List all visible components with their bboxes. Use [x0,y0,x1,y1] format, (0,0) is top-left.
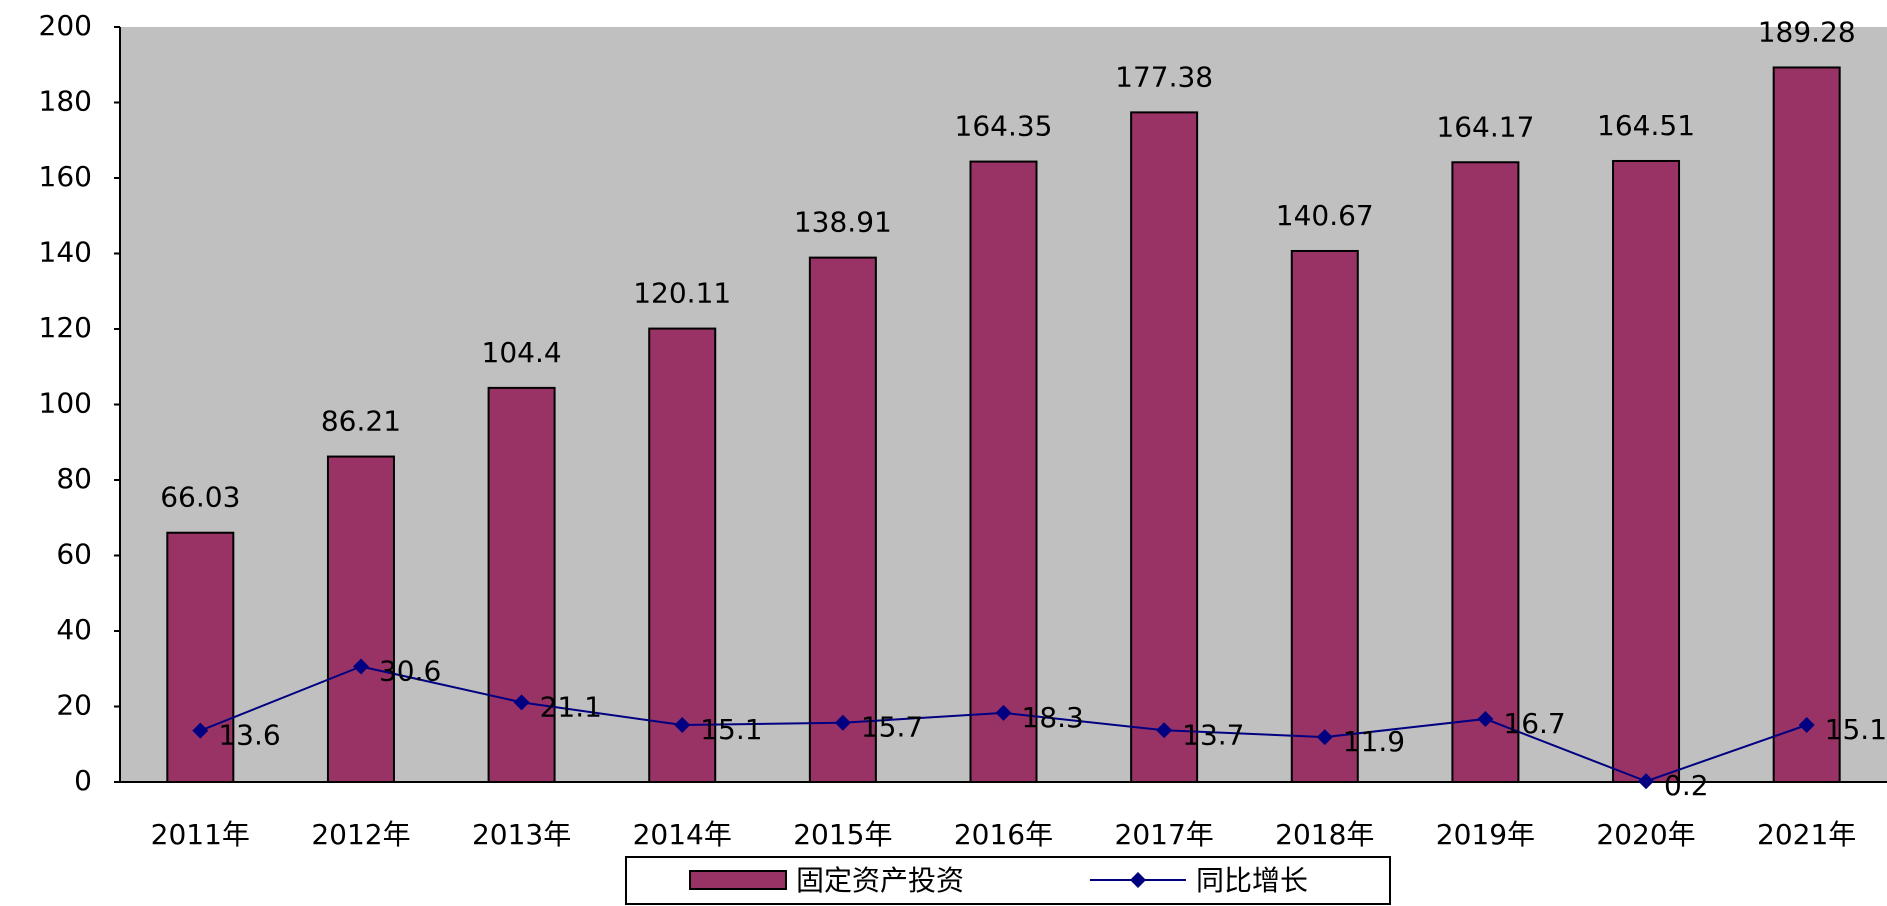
line-marker [1638,773,1655,790]
x-tick-label: 2020年 [1596,818,1695,851]
bar [326,455,395,783]
bar [1772,66,1841,783]
bar-value-label: 189.28 [1758,15,1856,48]
x-tick-label: 2014年 [633,818,732,851]
bar-value-label: 66.03 [160,481,240,514]
bar-value-label: 86.21 [321,405,401,438]
legend: 固定资产投资 同比增长 [625,856,1391,905]
bar [166,531,235,783]
bar [1612,159,1681,784]
x-tick-label: 2012年 [311,818,410,851]
line-value-label: 16.7 [1503,707,1565,740]
line-marker [674,716,691,733]
bar [969,160,1038,784]
bar-value-label: 164.51 [1597,109,1695,142]
bar-value-label: 164.35 [955,110,1053,143]
x-tick-label: 2019年 [1436,818,1535,851]
bar-value-label: 138.91 [794,206,892,239]
line-value-label: 15.1 [1825,713,1887,746]
line-value-label: 13.7 [1182,718,1244,751]
line-marker [513,694,530,711]
line-value-label: 15.1 [700,713,762,746]
line-value-label: 0.2 [1664,769,1709,802]
y-tick-label: 0 [74,764,92,797]
line-value-label: 18.3 [1022,701,1084,734]
line-marker [1798,716,1815,733]
bar-value-label: 164.17 [1436,110,1534,143]
line-value-label: 13.6 [218,719,280,752]
legend-label: 同比增长 [1196,864,1308,897]
line-marker [1477,710,1494,727]
bar [1451,161,1520,784]
x-tick-label: 2016年 [954,818,1053,851]
legend-swatch [689,870,787,890]
y-tick-label: 120 [39,311,92,344]
line-value-label: 21.1 [540,690,602,723]
x-tick-label: 2013年 [472,818,571,851]
line-value-label: 11.9 [1343,725,1405,758]
y-tick-label: 60 [56,538,92,571]
bar-value-label: 104.4 [482,336,562,369]
bar [1130,111,1199,783]
y-tick-label: 40 [56,613,92,646]
legend-marker [1130,872,1146,888]
bar [648,327,717,783]
y-tick-label: 80 [56,462,92,495]
line-marker [352,658,369,675]
y-tick-label: 180 [39,85,92,118]
bar-value-label: 140.67 [1276,199,1374,232]
line-value-label: 30.6 [379,654,441,687]
line-marker [1156,722,1173,739]
line-marker [995,704,1012,721]
line-value-label: 15.7 [861,711,923,744]
legend-label: 固定资产投资 [796,864,964,897]
x-tick-label: 2018年 [1275,818,1374,851]
bar-value-label: 177.38 [1115,60,1213,93]
x-tick-label: 2017年 [1115,818,1214,851]
y-tick-label: 160 [39,160,92,193]
bar-value-label: 120.11 [633,277,731,310]
bar [487,386,556,783]
y-tick-label: 200 [39,9,92,42]
line-marker [1316,729,1333,746]
legend-box [625,856,1391,905]
y-tick-label: 20 [56,689,92,722]
y-tick-label: 100 [39,387,92,420]
x-tick-label: 2015年 [793,818,892,851]
y-tick-label: 140 [39,236,92,269]
bar [808,256,877,783]
x-tick-label: 2021年 [1757,818,1856,851]
line-marker [192,722,209,739]
bar [1290,249,1359,783]
x-tick-label: 2011年 [151,818,250,851]
line-marker [834,714,851,731]
